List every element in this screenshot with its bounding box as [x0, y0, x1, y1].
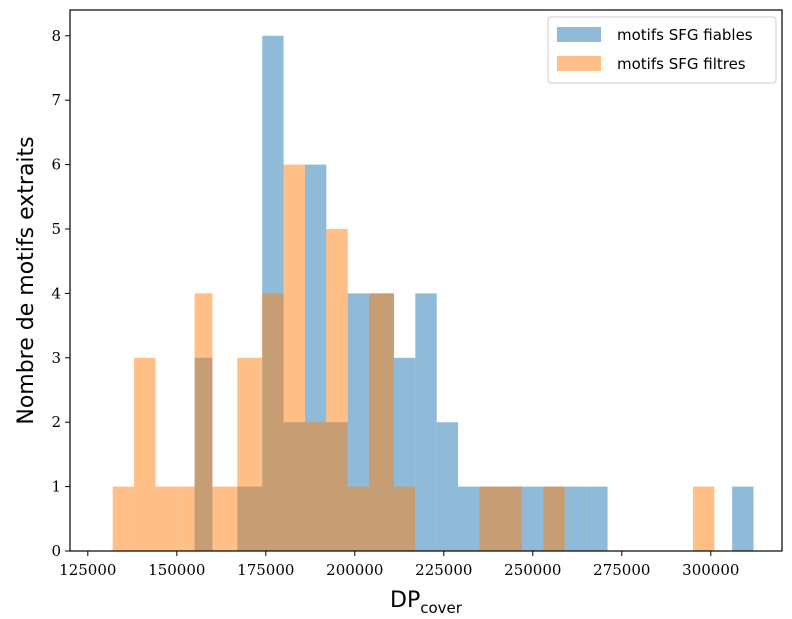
bar-filtres-6: [237, 357, 263, 551]
legend-swatch-fiables: [557, 27, 601, 42]
legend-label-filtres: motifs SFG filtres: [617, 55, 746, 73]
y-tick-label-7: 7: [51, 91, 61, 109]
x-tick-label-1: 150000: [148, 561, 205, 579]
x-tick-label-5: 250000: [504, 561, 561, 579]
bar-fiables-10: [436, 422, 459, 551]
bar-filtres-11: [347, 486, 370, 551]
bar-fiables-17: [586, 486, 608, 551]
bar-filtres-17: [693, 486, 715, 551]
bar-fiables-9: [415, 293, 437, 551]
x-tick-label-7: 300000: [682, 561, 739, 579]
bar-filtres-8: [283, 164, 305, 552]
y-tick-label-5: 5: [51, 220, 61, 238]
bar-filtres-13: [393, 486, 416, 551]
y-axis-title: Nombre de motifs extraits: [14, 136, 39, 424]
y-tick-label-3: 3: [51, 349, 61, 367]
y-tick-label-0: 0: [51, 542, 61, 560]
y-tick-label-1: 1: [51, 478, 61, 496]
bar-fiables-18: [732, 486, 754, 551]
bar-filtres-4: [194, 293, 213, 551]
bar-filtres-10: [326, 228, 348, 551]
x-axis-title-main: DP: [390, 588, 420, 613]
bar-fiables-11: [458, 486, 480, 551]
bar-filtres-14: [479, 486, 501, 551]
bar-fiables-14: [522, 486, 544, 551]
y-axis-ticks: 0 1 2 3 4 5 6 7 8: [51, 27, 70, 560]
x-tick-label-6: 275000: [593, 561, 650, 579]
x-tick-label-0: 125000: [59, 561, 116, 579]
x-axis-title: DPcover: [390, 588, 463, 617]
bar-filtres-9: [304, 422, 327, 551]
x-axis-ticks: 125000 150000 175000 200000 225000 250000 2750…: [59, 551, 739, 579]
bar-filtres-15: [500, 486, 523, 551]
series-filtres-bars: [112, 164, 715, 552]
y-tick-label-4: 4: [51, 284, 61, 302]
legend: motifs SFG fiables motifs SFG filtres: [547, 16, 777, 84]
legend-swatch-filtres: [557, 56, 601, 71]
x-axis-title-subscript: cover: [420, 599, 463, 617]
plot-frame: [69, 9, 783, 552]
bar-filtres-12: [369, 293, 394, 551]
bar-filtres-0: [112, 486, 135, 551]
x-tick-label-3: 200000: [326, 561, 383, 579]
y-tick-label-8: 8: [51, 27, 61, 45]
bar-filtres-7: [262, 293, 284, 551]
bar-filtres-1: [134, 357, 156, 551]
x-tick-label-4: 225000: [415, 561, 472, 579]
legend-label-fiables: motifs SFG fiables: [617, 26, 753, 44]
bar-filtres-2: [155, 486, 177, 551]
x-tick-label-2: 175000: [237, 561, 294, 579]
bar-filtres-5: [212, 486, 238, 551]
bar-fiables-16: [564, 486, 587, 551]
legend-box: [547, 16, 777, 84]
bar-filtres-3: [176, 486, 195, 551]
bar-filtres-16: [543, 486, 565, 551]
y-tick-label-2: 2: [51, 413, 61, 431]
y-tick-label-6: 6: [51, 156, 61, 174]
